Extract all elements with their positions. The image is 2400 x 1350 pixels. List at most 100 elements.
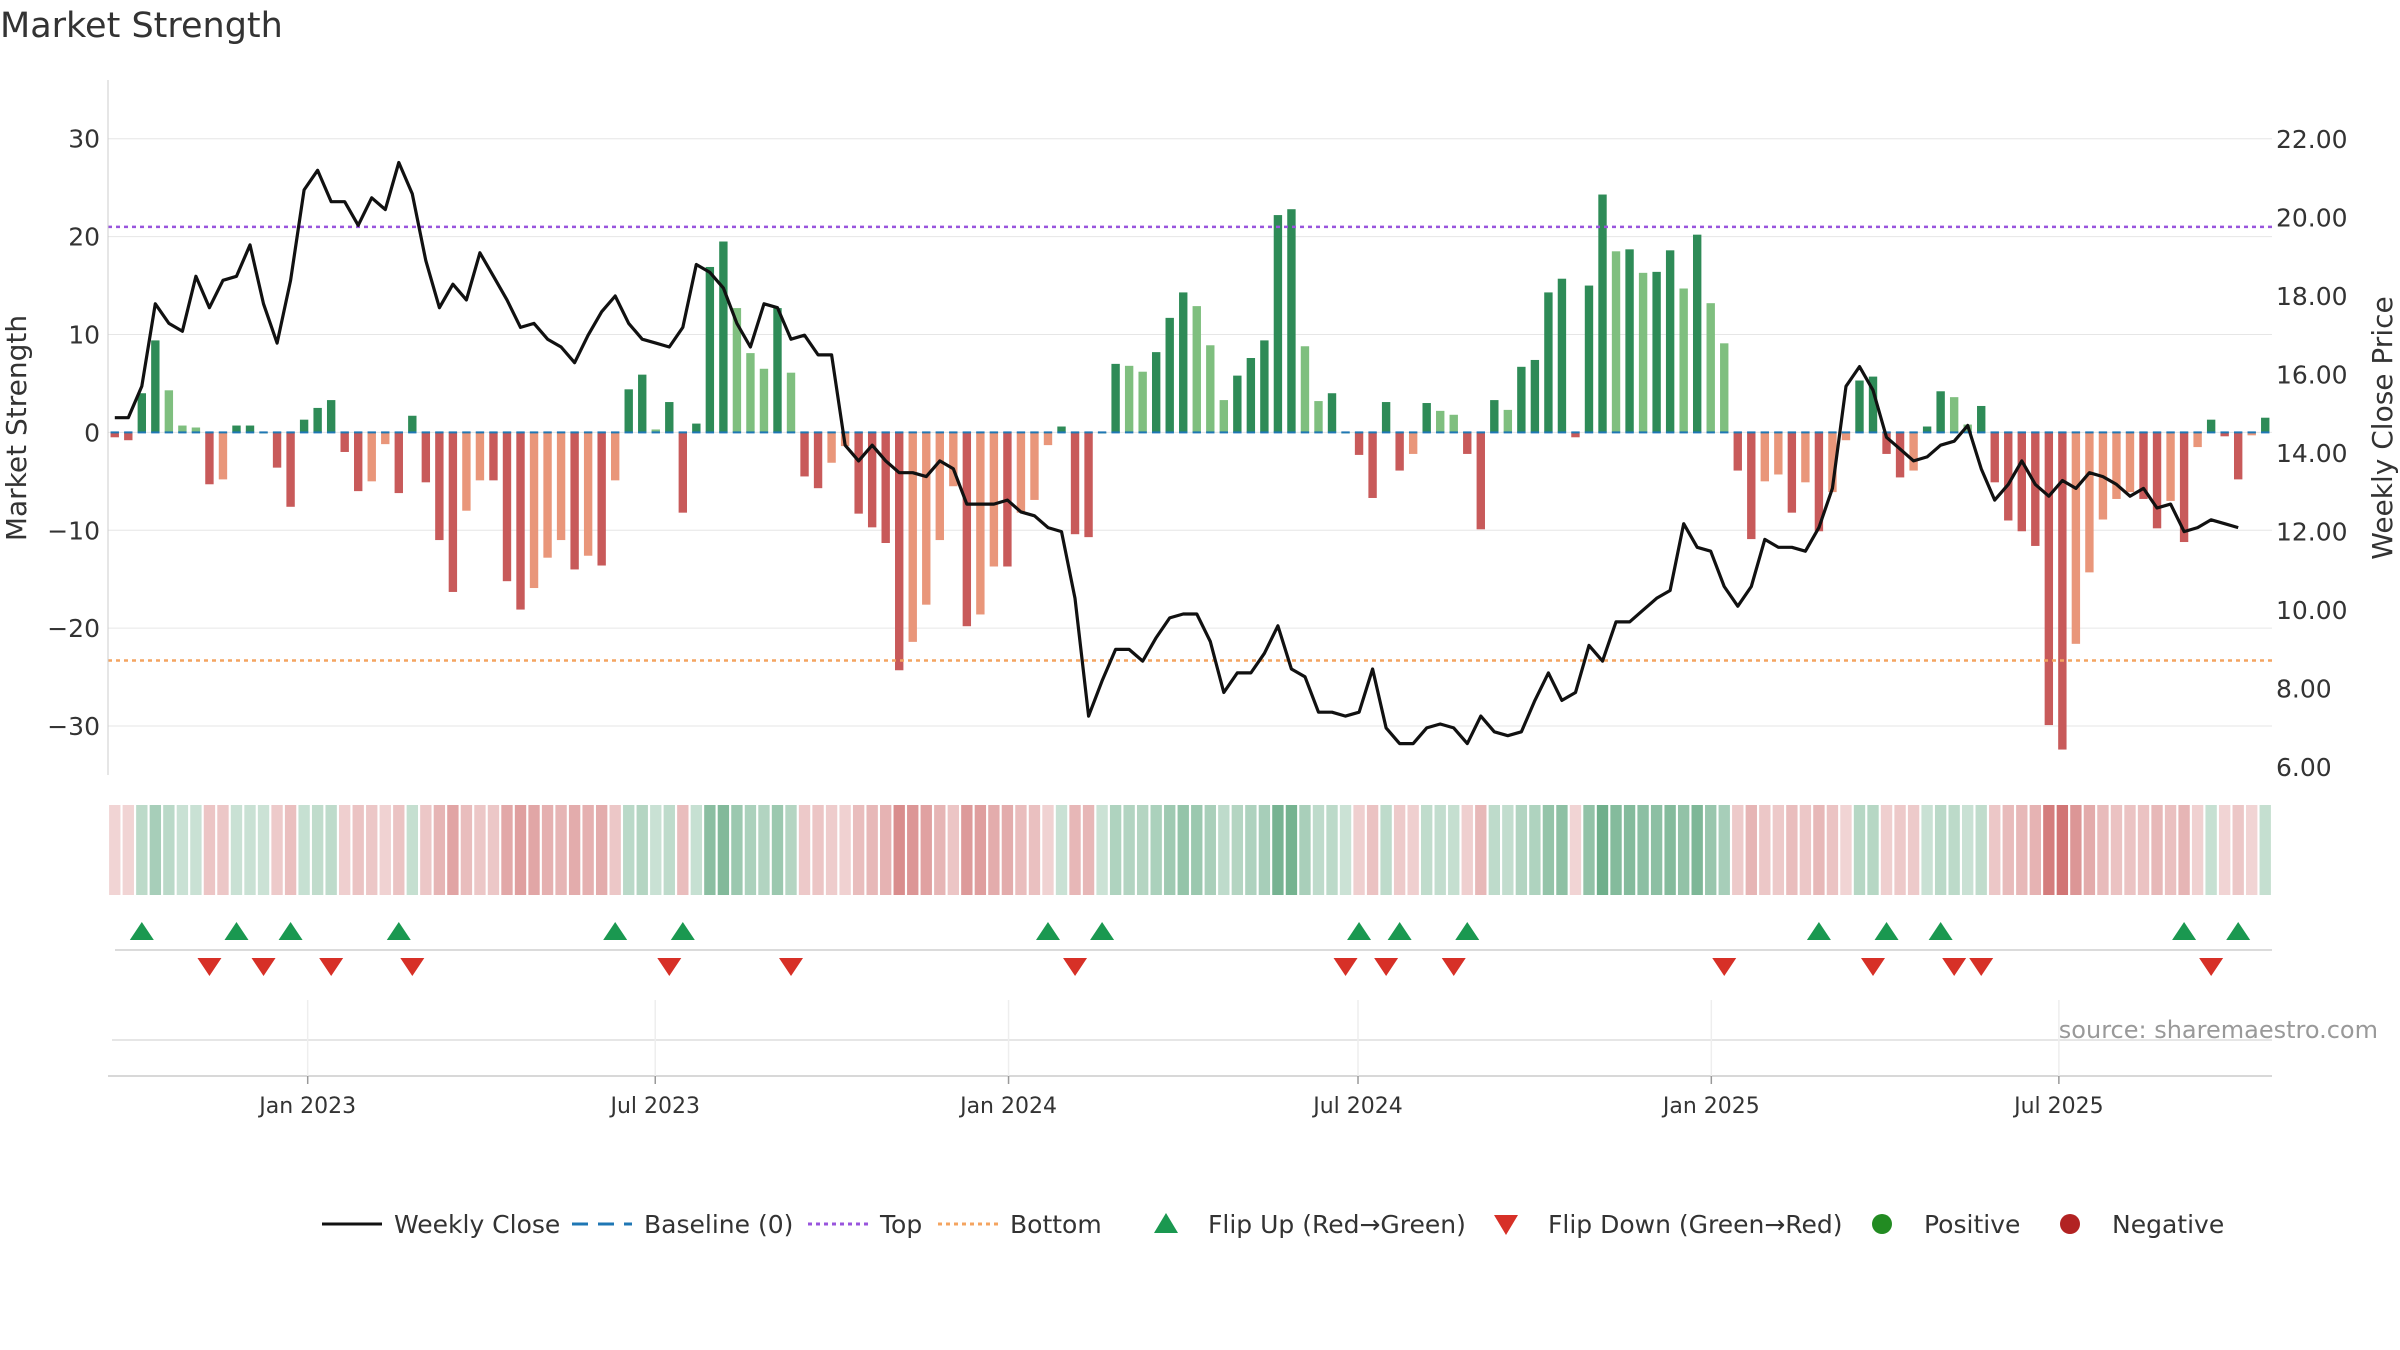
- y-tick-label: 30: [68, 125, 100, 154]
- strength-bar: [2179, 432, 2189, 543]
- regime-cell: [176, 805, 189, 895]
- regime-cell: [1975, 805, 1987, 895]
- strength-bar: [218, 432, 228, 480]
- flip-up-marker: [1874, 922, 1899, 940]
- regime-cell: [1907, 805, 1920, 895]
- strength-bar: [1652, 271, 1661, 433]
- strength-bar: [1638, 272, 1648, 433]
- regime-cell: [1475, 805, 1487, 895]
- flip-down-marker: [197, 958, 222, 976]
- regime-cell: [460, 805, 473, 895]
- strength-bar: [1517, 366, 1526, 433]
- strength-bar: [1598, 194, 1607, 433]
- reference-lines: [108, 225, 2272, 662]
- x-tick-label: Jul 2025: [2012, 1094, 2104, 1119]
- strength-bar: [1530, 359, 1540, 433]
- strength-bar: [326, 400, 336, 433]
- regime-cell: [1136, 805, 1149, 895]
- strength-bar: [2017, 432, 2026, 532]
- strength-bar: [1787, 432, 1797, 513]
- strength-bar: [1219, 400, 1229, 433]
- flip-up-marker: [1455, 922, 1480, 940]
- regime-cell: [1650, 805, 1663, 895]
- strength-bar: [2206, 419, 2216, 433]
- regime-cell: [1218, 805, 1230, 895]
- legend-item: Top: [808, 1210, 922, 1239]
- strength-bar: [381, 432, 390, 445]
- regime-cell: [1677, 805, 1690, 895]
- x-tick-label: Jan 2025: [1661, 1094, 1760, 1119]
- regime-cell: [1921, 805, 1933, 895]
- regime-cell: [2178, 805, 2190, 895]
- regime-cell: [920, 805, 932, 895]
- strength-bar: [1179, 292, 1188, 433]
- strength-bar: [272, 432, 282, 468]
- strength-bar: [1936, 391, 1945, 433]
- strength-bar: [2233, 432, 2243, 480]
- regime-cell: [2164, 805, 2177, 895]
- regime-cell: [2232, 805, 2244, 895]
- strength-bar: [313, 407, 322, 433]
- strength-bar: [1463, 432, 1472, 454]
- strength-bar: [1665, 250, 1675, 433]
- regime-cell: [1813, 805, 1825, 895]
- x-tick-label: Jul 2023: [608, 1094, 700, 1119]
- regime-cell: [2083, 805, 2096, 895]
- strength-bar: [2220, 432, 2229, 437]
- regime-cell: [1664, 805, 1676, 895]
- flip-up-marker: [1090, 922, 1115, 940]
- axes: 30 20 10 0 −10 −20 −30 22.00 20.00 18.00 16.00 14.0…: [47, 80, 2348, 782]
- regime-cell: [893, 805, 905, 895]
- regime-cell: [1515, 805, 1528, 895]
- flip-down-marker: [400, 958, 425, 976]
- regime-cell: [352, 805, 364, 895]
- regime-cell: [2191, 805, 2204, 895]
- y2-tick-label: 8.00: [2276, 675, 2332, 704]
- regime-cell: [2016, 805, 2028, 895]
- strength-bar: [2044, 432, 2054, 726]
- strength-bar: [1327, 393, 1337, 433]
- strength-bar: [1895, 432, 1905, 478]
- strength-bar: [854, 432, 863, 514]
- legend-label: Baseline (0): [644, 1210, 793, 1239]
- strength-bar: [1733, 432, 1742, 471]
- y2-tick-label: 10.00: [2276, 596, 2348, 625]
- regime-cell: [2110, 805, 2123, 895]
- flip-down-marker: [1712, 958, 1737, 976]
- strength-bar: [1233, 375, 1242, 433]
- strength-bar: [881, 432, 890, 544]
- strength-bar: [516, 432, 525, 610]
- regime-cell: [1934, 805, 1947, 895]
- strength-bar: [976, 432, 985, 615]
- regime-cell: [690, 805, 703, 895]
- y2-tick-label: 6.00: [2276, 753, 2332, 782]
- strength-bar: [719, 241, 728, 433]
- strength-bar: [1314, 401, 1323, 433]
- strength-bar: [827, 432, 836, 463]
- strength-bar: [2152, 432, 2162, 529]
- regime-cell: [1380, 805, 1392, 895]
- regime-cell: [663, 805, 675, 895]
- regime-cell: [771, 805, 784, 895]
- strength-bar: [1747, 432, 1756, 540]
- strength-bar: [1070, 432, 1080, 535]
- regime-cell: [366, 805, 378, 895]
- regime-cell: [1772, 805, 1785, 895]
- legend-label: Weekly Close: [394, 1210, 560, 1239]
- strength-bar: [1828, 432, 1837, 493]
- regime-cell: [1299, 805, 1311, 895]
- regime-cell: [379, 805, 391, 895]
- regime-cell: [1569, 805, 1582, 895]
- strength-bar: [732, 308, 742, 433]
- flip-markers: [112, 922, 2272, 1041]
- strength-bar: [1692, 234, 1702, 433]
- regime-cell: [1204, 805, 1216, 895]
- strength-bar: [908, 432, 917, 642]
- weekly-close-series: [114, 160, 2239, 746]
- regime-cell: [2056, 805, 2069, 895]
- regime-cell: [1502, 805, 1514, 895]
- strength-bar: [1949, 397, 1959, 433]
- regime-cell: [1028, 805, 1041, 895]
- page-title: Market Strength: [0, 6, 283, 46]
- strength-bar: [773, 308, 782, 433]
